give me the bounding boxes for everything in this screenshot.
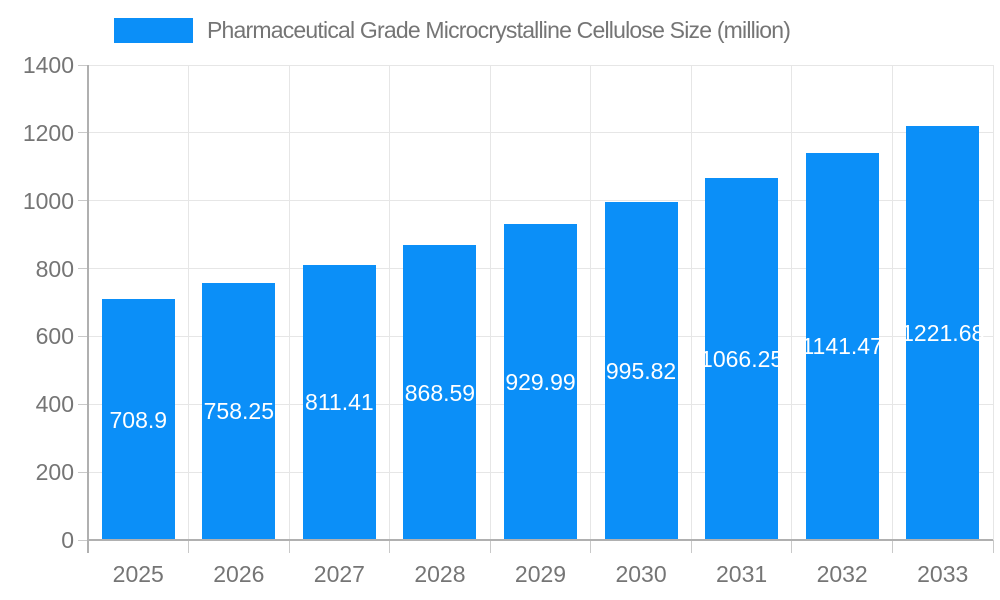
y-axis-label: 600 bbox=[35, 323, 74, 350]
bar-value-label: 811.41 bbox=[305, 389, 374, 416]
y-axis-label: 400 bbox=[35, 391, 74, 418]
h-gridline bbox=[88, 64, 993, 66]
v-gridline bbox=[590, 65, 592, 540]
bar[interactable] bbox=[705, 178, 779, 540]
y-axis-tick bbox=[78, 471, 88, 473]
legend-label: Pharmaceutical Grade Microcrystalline Ce… bbox=[207, 17, 791, 43]
bar[interactable] bbox=[906, 125, 980, 540]
v-gridline bbox=[288, 65, 290, 540]
y-axis-label: 800 bbox=[35, 255, 74, 282]
x-axis-label: 2028 bbox=[414, 561, 466, 587]
h-gridline bbox=[88, 200, 993, 202]
x-axis-tick bbox=[288, 540, 290, 553]
v-gridline bbox=[891, 65, 893, 540]
bar[interactable] bbox=[805, 152, 879, 540]
x-axis-tick bbox=[891, 540, 893, 553]
y-axis-label: 1000 bbox=[22, 187, 74, 214]
x-axis-label: 2033 bbox=[917, 561, 969, 587]
bar[interactable] bbox=[101, 299, 175, 540]
bar-value-label: 868.59 bbox=[404, 379, 476, 406]
bar[interactable] bbox=[302, 264, 376, 540]
y-axis-tick bbox=[78, 403, 88, 405]
y-axis-tick bbox=[78, 200, 88, 202]
y-axis-line bbox=[86, 65, 89, 553]
v-gridline bbox=[389, 65, 391, 540]
y-axis-tick bbox=[78, 335, 88, 337]
bar[interactable] bbox=[504, 224, 577, 540]
x-axis-label: 2030 bbox=[615, 561, 667, 587]
x-axis-tick bbox=[188, 540, 190, 553]
x-axis-line bbox=[88, 539, 993, 541]
y-axis-label: 1200 bbox=[22, 119, 74, 146]
x-axis-label: 2032 bbox=[816, 561, 868, 587]
x-axis-tick bbox=[690, 540, 692, 553]
v-gridline bbox=[690, 65, 692, 540]
bar-value-label: 995.82 bbox=[605, 358, 677, 385]
bar-value-label: 929.99 bbox=[505, 369, 576, 396]
x-axis-tick bbox=[489, 540, 491, 553]
y-axis-tick bbox=[78, 268, 88, 270]
x-axis-tick bbox=[590, 540, 592, 553]
x-axis-label: 2031 bbox=[716, 561, 768, 587]
y-axis-tick bbox=[78, 132, 88, 134]
bar-value-label: 708.9 bbox=[109, 406, 168, 433]
v-gridline bbox=[489, 65, 491, 540]
legend-swatch[interactable] bbox=[114, 18, 193, 43]
y-axis-tick bbox=[78, 539, 88, 541]
bar-value-label: 1221.68 bbox=[901, 319, 985, 346]
h-gridline bbox=[88, 132, 993, 134]
bar-value-label: 758.25 bbox=[203, 398, 274, 425]
v-gridline bbox=[188, 65, 190, 540]
x-axis-label: 2025 bbox=[112, 561, 164, 587]
x-axis-tick bbox=[791, 540, 793, 553]
x-axis-label: 2027 bbox=[313, 561, 365, 587]
y-axis-label: 0 bbox=[61, 527, 74, 553]
bar[interactable] bbox=[202, 282, 276, 540]
v-gridline bbox=[992, 65, 994, 540]
y-axis-label: 1400 bbox=[22, 52, 74, 78]
x-axis-tick bbox=[389, 540, 391, 553]
bar[interactable] bbox=[604, 202, 678, 540]
bar[interactable] bbox=[403, 245, 477, 540]
x-axis-label: 2029 bbox=[514, 561, 567, 587]
x-axis-label: 2026 bbox=[213, 561, 265, 587]
bar-value-label: 1066.25 bbox=[700, 346, 784, 373]
y-axis-label: 200 bbox=[35, 459, 74, 486]
y-axis-tick bbox=[78, 64, 88, 66]
legend-item[interactable]: Pharmaceutical Grade Microcrystalline Ce… bbox=[114, 17, 791, 44]
v-gridline bbox=[791, 65, 793, 540]
bar-value-label: 1141.47 bbox=[801, 333, 883, 360]
x-axis-tick bbox=[992, 540, 994, 553]
